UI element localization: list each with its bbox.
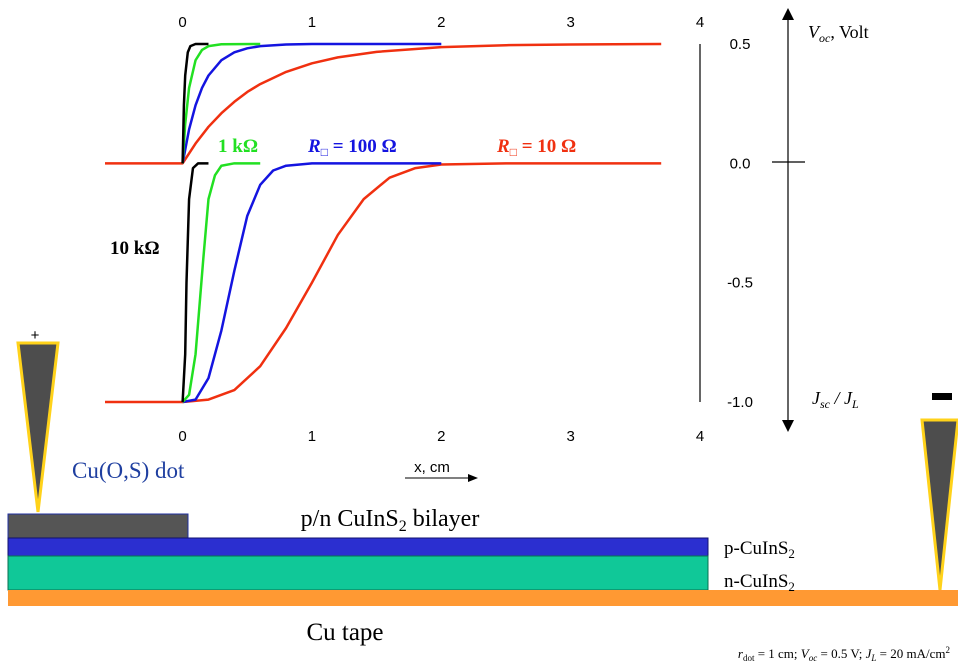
tape-label: Cu tape: [306, 619, 383, 646]
label-part: L: [851, 397, 859, 411]
x-tick-label-top: 1: [308, 14, 316, 31]
minus-sign-shape: [932, 393, 952, 400]
cu-tape: [8, 590, 958, 606]
label-part: □: [510, 145, 517, 159]
y-tick-label: -1.0: [727, 394, 753, 411]
label-part: 10 kΩ: [110, 238, 160, 259]
x-label: x, cm: [414, 459, 450, 476]
x-tick-label: 1: [308, 428, 316, 445]
arrow-head: [468, 474, 478, 482]
label-part: oc: [819, 31, 831, 45]
label-part: R: [496, 136, 510, 157]
label-part: p-CuInS: [724, 538, 788, 559]
y-tick-label: -0.5: [727, 275, 753, 292]
series-label: 10 kΩ: [110, 238, 160, 259]
bilayer-label: p/n CuInS2 bilayer: [301, 506, 480, 535]
label-part: n-CuInS: [724, 571, 788, 592]
y-tick-label: 0.0: [730, 155, 751, 172]
label-part: /: [830, 388, 844, 408]
p-layer: [8, 538, 708, 556]
label-part: 2: [788, 546, 795, 561]
x-tick-label: 4: [696, 428, 704, 445]
x-tick-label-top: 4: [696, 14, 704, 31]
x-tick-label-top: 3: [566, 14, 574, 31]
label-part: 2: [399, 518, 407, 535]
arrow-head: [782, 420, 794, 432]
p-layer-label: p-CuInS2: [724, 538, 795, 561]
curve: [183, 163, 209, 402]
arrow-head: [782, 8, 794, 20]
y-tick-label: 0.5: [730, 36, 751, 53]
footnote: rdot = 1 cm; Voc = 0.5 V; JL = 20 mA/cm2: [738, 645, 950, 663]
note-part: = 1 cm;: [754, 646, 800, 661]
figure: Voc, Volt Jsc / JL x, cm + - Cu(O,S) dot…: [0, 0, 958, 666]
y-label-bottom: Jsc / JL: [812, 388, 859, 411]
x-tick-label: 0: [178, 428, 186, 445]
x-tick-label-top: 2: [437, 14, 445, 31]
x-tick-label: 2: [437, 428, 445, 445]
plus-sign: +: [31, 327, 40, 344]
note-part: = 0.5 V;: [817, 646, 865, 661]
series-label: 1 kΩ: [218, 136, 258, 157]
label-part: , Volt: [830, 22, 868, 42]
left-probe: [18, 343, 58, 512]
label-part: bilayer: [407, 506, 480, 532]
note-part: 2: [946, 645, 951, 655]
curve: [183, 163, 261, 402]
right-probe: [922, 420, 958, 590]
dot-label: Cu(O,S) dot: [72, 458, 185, 483]
dot-layer: [8, 514, 188, 538]
series-label: R□ = 100 Ω: [307, 136, 397, 159]
n-layer: [8, 556, 708, 590]
label-part: p/n CuInS: [301, 506, 399, 532]
label-part: R: [307, 136, 321, 157]
label-part: = 10 Ω: [517, 136, 576, 157]
label-part: 2: [788, 579, 795, 594]
note-part: = 20 mA/cm: [876, 646, 945, 661]
label-part: = 100 Ω: [328, 136, 397, 157]
n-layer-label: n-CuInS2: [724, 571, 795, 594]
x-tick-label: 3: [566, 428, 574, 445]
note-part: oc: [809, 653, 818, 663]
series-label: R□ = 10 Ω: [496, 136, 576, 159]
y-label-top: Voc, Volt: [808, 22, 869, 45]
note-part: dot: [743, 653, 755, 663]
x-tick-label-top: 0: [178, 14, 186, 31]
label-part: □: [321, 145, 328, 159]
label-part: 1 kΩ: [218, 136, 258, 157]
